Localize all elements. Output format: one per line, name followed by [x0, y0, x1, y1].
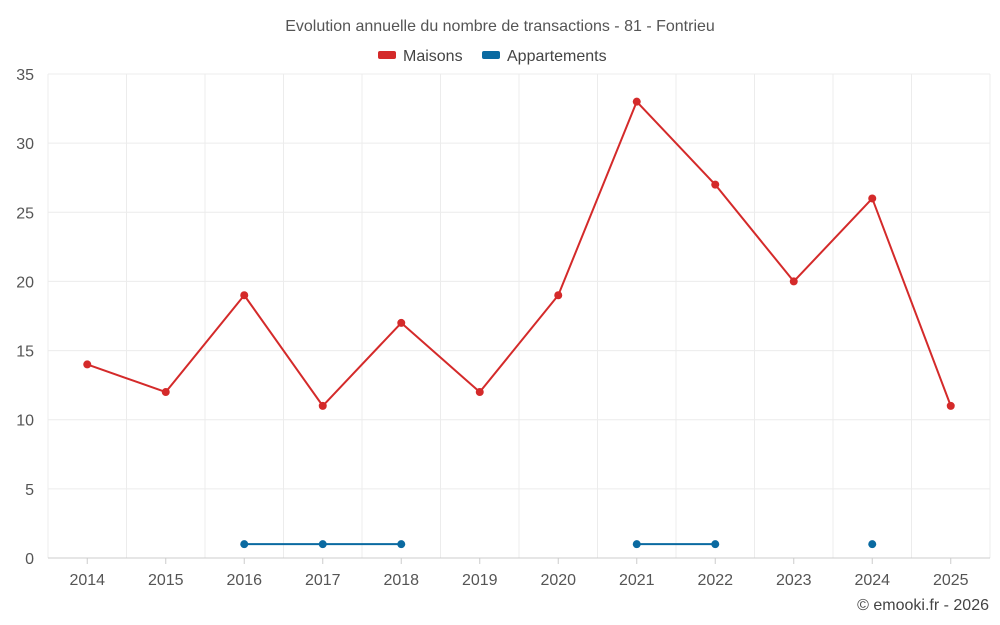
x-tick-label: 2016	[226, 572, 262, 589]
data-point-maisons[interactable]	[240, 291, 249, 300]
data-point-appartements[interactable]	[240, 540, 249, 549]
data-point-maisons[interactable]	[946, 401, 955, 410]
y-tick-label: 30	[16, 136, 34, 153]
y-tick-label: 15	[16, 344, 34, 361]
data-point-appartements[interactable]	[318, 540, 327, 549]
credit-text: © emooki.fr - 2026	[857, 597, 989, 614]
x-tick-label: 2023	[776, 572, 812, 589]
y-tick-label: 35	[16, 67, 34, 84]
data-point-maisons[interactable]	[554, 291, 563, 300]
x-tick-label: 2014	[69, 572, 105, 589]
y-tick-label: 25	[16, 205, 34, 222]
series	[83, 97, 955, 549]
data-point-maisons[interactable]	[632, 97, 641, 106]
data-point-maisons[interactable]	[397, 318, 406, 327]
x-tick-label: 2025	[933, 572, 969, 589]
data-point-appartements[interactable]	[868, 540, 877, 549]
x-tick-label: 2020	[540, 572, 576, 589]
x-tick-label: 2024	[854, 572, 890, 589]
y-tick-label: 0	[25, 551, 34, 568]
data-point-maisons[interactable]	[475, 388, 484, 397]
x-tick-label: 2022	[697, 572, 733, 589]
y-tick-label: 20	[16, 274, 34, 291]
legend-item-appartements[interactable]: Appartements	[482, 48, 607, 65]
data-point-maisons[interactable]	[161, 388, 170, 397]
legend[interactable]: Maisons Appartements	[378, 48, 607, 65]
chart-title: Evolution annuelle du nombre de transact…	[285, 18, 715, 35]
grid	[47, 73, 991, 559]
data-point-maisons[interactable]	[711, 180, 720, 189]
data-point-maisons[interactable]	[83, 360, 92, 369]
data-point-appartements[interactable]	[397, 540, 406, 549]
x-tick-label: 2021	[619, 572, 655, 589]
data-point-maisons[interactable]	[868, 194, 877, 203]
legend-item-maisons[interactable]: Maisons	[378, 48, 463, 65]
y-tick-label: 10	[16, 413, 34, 430]
legend-swatch-maisons	[378, 51, 396, 59]
legend-label-appartements: Appartements	[507, 48, 607, 65]
data-point-appartements[interactable]	[632, 540, 641, 549]
x-tick-label: 2019	[462, 572, 498, 589]
x-tick-label: 2017	[305, 572, 341, 589]
data-point-maisons[interactable]	[318, 401, 327, 410]
legend-swatch-appartements	[482, 51, 500, 59]
series-line-maisons	[86, 100, 952, 407]
x-tick-label: 2018	[383, 572, 419, 589]
legend-label-maisons: Maisons	[403, 48, 463, 65]
data-point-maisons[interactable]	[789, 277, 798, 286]
y-tick-label: 5	[25, 482, 34, 499]
x-tick-label: 2015	[148, 572, 184, 589]
data-point-appartements[interactable]	[711, 540, 720, 549]
